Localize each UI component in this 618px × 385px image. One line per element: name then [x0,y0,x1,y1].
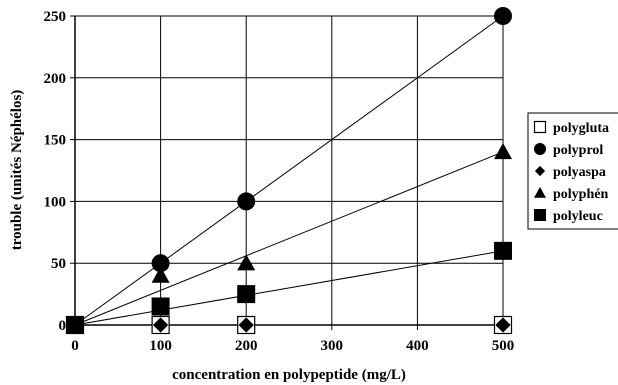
legend-marker [534,143,546,155]
y-tick-label: 50 [51,256,66,272]
legend: polygluta polyprol polyaspa polyphén polyleu… [527,112,618,230]
legend-label: polyleuc [553,209,603,224]
x-tick-label: 500 [492,338,515,354]
data-point [66,316,84,334]
y-tick-label: 100 [44,194,67,210]
y-tick-label: 250 [44,9,67,25]
legend-marker [534,165,546,177]
data-point [237,285,256,304]
trendlines [74,15,504,326]
data-point [494,241,512,260]
data-point [151,297,170,316]
legend-label: polyaspa [553,165,606,180]
legend-marker [534,187,546,198]
y-tick-label: 200 [44,71,67,87]
data-point [152,317,169,333]
legend-label: polyphén [553,187,608,202]
trendline [74,15,504,326]
data-markers [65,7,513,335]
y-tick-label: 150 [44,133,67,149]
x-tick-label: 200 [235,338,258,354]
data-point [495,317,511,333]
data-point [494,7,512,25]
data-point [151,254,170,273]
data-point [237,254,256,271]
grid [75,15,504,325]
trendline [74,151,504,326]
legend-marker [534,209,546,221]
y-tick-label: 0 [59,318,67,334]
x-tick-label: 400 [406,338,429,354]
x-axis-title: concentration en polypeptide (mg/L) [172,367,406,383]
legend-label: polygluta [553,121,609,136]
y-axis-title: trouble (unités Néphélos) [9,90,25,251]
x-tick-label: 100 [149,338,172,354]
data-point [151,266,170,283]
trendline [74,250,504,326]
data-point [494,142,512,160]
legend-label: polyprol [553,143,603,158]
legend-marker [533,120,547,134]
data-point [237,192,256,211]
data-point [238,317,254,333]
x-tick-label: 0 [71,338,79,354]
x-tick-label: 300 [321,338,344,354]
axes: 0 50 100 150 200 250 0 100 200 300 400 500 [44,9,515,354]
